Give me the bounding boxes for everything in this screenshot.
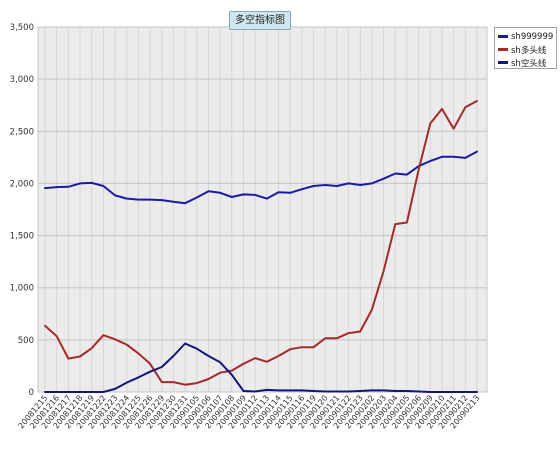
series-line-2 (44, 342, 478, 393)
legend-swatch-short-line (498, 61, 508, 64)
y-tick-label: 3,000 (10, 75, 34, 85)
y-tick-label: 2,000 (10, 179, 34, 189)
legend-swatch-long-line (498, 48, 508, 51)
legend-item-long-line: sh多头线 (498, 43, 556, 56)
y-tick-label: 1,500 (10, 232, 34, 242)
y-tick-label: 500 (18, 336, 34, 346)
legend-label-long-line: sh多头线 (511, 45, 547, 56)
x-axis: 2008121520081216200812172008121820081219… (16, 394, 481, 431)
series-line-1 (44, 100, 478, 386)
legend-swatch-sh999999 (498, 35, 508, 38)
y-tick-label: 0 (29, 388, 34, 398)
legend-label-short-line: sh空头线 (511, 58, 547, 69)
series-line-0 (44, 150, 478, 205)
legend-item-short-line: sh空头线 (498, 56, 556, 69)
series-layer (44, 100, 478, 393)
y-axis: 0 500 1,000 1,500 2,000 2,500 3,000 3,500 (10, 23, 34, 398)
legend: sh999999 sh多头线 sh空头线 (494, 27, 557, 69)
chart-title: 多空指标图 (229, 11, 291, 30)
legend-label-sh999999: sh999999 (511, 31, 554, 42)
plot-area (37, 26, 488, 393)
y-tick-label: 3,500 (10, 23, 34, 33)
y-tick-label: 1,000 (10, 284, 34, 294)
y-tick-label: 2,500 (10, 127, 34, 137)
legend-item-sh999999: sh999999 (498, 30, 556, 43)
